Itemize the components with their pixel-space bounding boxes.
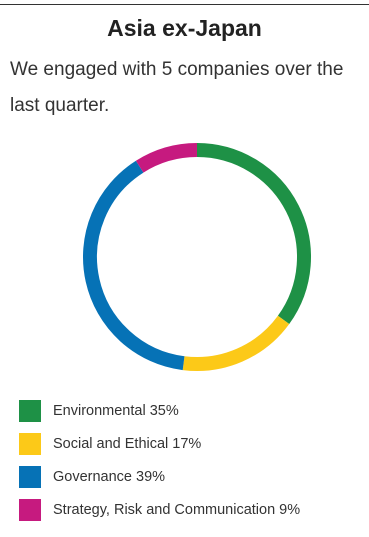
legend-swatch-governance [19,465,41,488]
legend-item-governance: Governance 39% [19,465,364,488]
top-divider [0,4,369,5]
chart-legend: Environmental 35% Social and Ethical 17%… [19,399,364,531]
donut-chart [83,143,311,371]
legend-swatch-environmental [19,399,41,422]
donut-segment-environmental [196,143,311,324]
legend-item-social-ethical: Social and Ethical 17% [19,432,364,455]
legend-label-governance: Governance 39% [53,468,166,485]
donut-segment-strategy-risk [135,143,198,173]
intro-text: We engaged with 5 companies over the las… [10,59,344,116]
donut-segment-social-ethical [182,315,290,371]
page-title: Asia ex-Japan [107,15,262,41]
legend-swatch-social-ethical [19,432,41,455]
legend-item-environmental: Environmental 35% [19,399,364,422]
legend-label-social-ethical: Social and Ethical 17% [53,435,202,452]
legend-label-environmental: Environmental 35% [53,402,179,419]
donut-segment-governance [83,160,185,371]
legend-item-strategy-risk: Strategy, Risk and Communication 9% [19,498,364,521]
legend-label-strategy-risk: Strategy, Risk and Communication 9% [53,501,301,518]
legend-swatch-strategy-risk [19,498,41,521]
